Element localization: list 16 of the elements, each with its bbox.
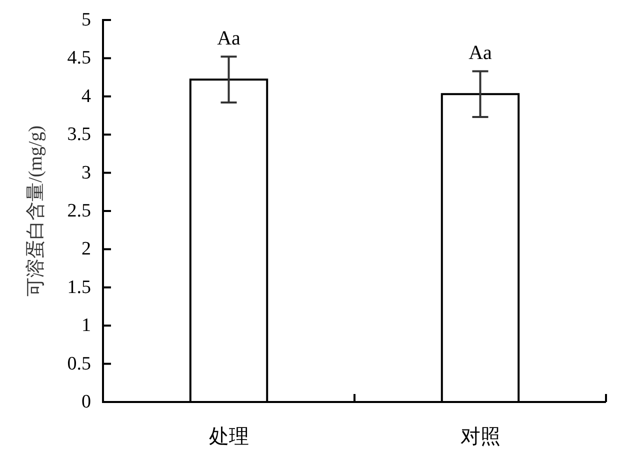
x-tick-label: 处理	[208, 426, 249, 448]
y-tick-label: 4.5	[67, 48, 91, 69]
y-tick-label: 3	[82, 162, 91, 184]
annotation: Aa	[468, 42, 492, 64]
y-tick-label: 1.5	[67, 276, 91, 298]
annotation: Aa	[217, 28, 241, 50]
x-tick-label: 对照	[460, 426, 500, 448]
y-tick-label: 3.5	[67, 124, 91, 146]
y-tick-label: 2	[82, 238, 91, 260]
y-tick-label: 4	[82, 86, 92, 107]
y-tick-label: 0	[82, 392, 91, 412]
y-tick-label: 0.5	[67, 353, 91, 374]
y-tick-label: 1	[82, 315, 91, 336]
y-axis-title: 可溶蛋白含量/(mg/g)	[24, 126, 46, 296]
y-tick-label: 5	[82, 10, 91, 30]
y-tick-label: 2.5	[67, 200, 91, 222]
